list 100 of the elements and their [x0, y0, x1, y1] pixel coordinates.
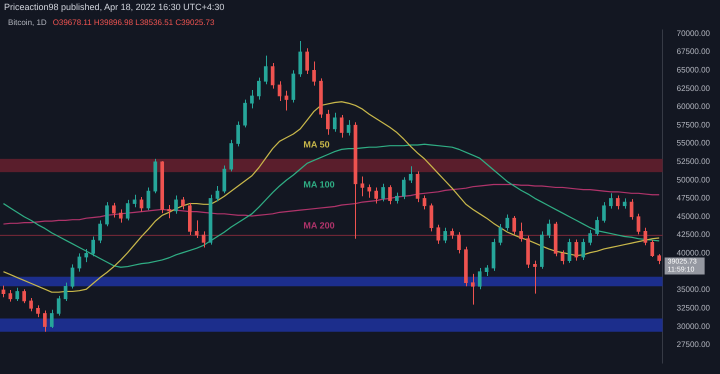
candlestick: [105, 202, 109, 227]
candlestick: [22, 288, 26, 304]
candlestick: [360, 176, 364, 197]
y-tick-label: 67500.00: [676, 47, 711, 56]
candlestick: [305, 48, 309, 74]
text: Priceaction98 published, Apr 18, 2022 16:30 UTC+4:30: [4, 2, 224, 12]
candlestick: [450, 228, 454, 240]
candlestick: [29, 298, 33, 312]
candlestick: [512, 216, 516, 235]
candlestick: [278, 80, 282, 102]
candlestick: [519, 222, 523, 242]
candlestick: [506, 214, 510, 232]
candlestick: [98, 220, 102, 244]
candlestick: [340, 114, 344, 138]
candlestick: [408, 166, 413, 184]
candlestick: [574, 238, 578, 262]
candlestick: [43, 310, 47, 332]
candlestick: [2, 285, 6, 298]
candlestick: [602, 202, 606, 224]
y-tick-label: 47500.00: [676, 194, 711, 203]
candlestick: [457, 232, 461, 254]
y-tick-label: 32500.00: [676, 303, 711, 312]
candlestick: [8, 289, 12, 302]
candlestick: [312, 60, 316, 86]
candlestick: [236, 121, 240, 147]
candlestick: [636, 213, 640, 235]
candlestick: [395, 192, 399, 204]
series-label: MA 100: [303, 180, 335, 190]
y-tick-label: 45000.00: [676, 212, 711, 221]
candlestick: [216, 185, 220, 202]
candlestick: [568, 238, 572, 264]
candlestick: [270, 62, 274, 90]
y-tick-label: 35000.00: [676, 285, 711, 294]
candlestick: [374, 186, 378, 204]
y-tick-label: 62500.00: [676, 84, 711, 93]
candlestick: [56, 295, 60, 316]
candlestick: [588, 229, 592, 246]
candlestick: [284, 90, 288, 112]
candlestick: [346, 120, 350, 136]
candlestick: [126, 199, 130, 221]
candlestick: [64, 282, 68, 302]
candlestick: [167, 204, 171, 219]
candlestick: [498, 224, 502, 246]
candlestick: [436, 224, 440, 244]
candlestick: [443, 227, 448, 244]
candlestick: [367, 184, 372, 198]
y-tick-label: 57500.00: [676, 120, 711, 130]
candlestick: [257, 77, 261, 100]
candlestick: [146, 186, 150, 211]
candlestick: [595, 216, 599, 236]
candlestick: [326, 109, 330, 136]
candlestick: [250, 90, 254, 109]
candlestick: [91, 236, 96, 257]
candlestick: [174, 195, 178, 214]
candlestick: [118, 208, 123, 224]
candlestick: [78, 252, 82, 272]
candlestick: [194, 220, 199, 238]
y-tick-label: 50000.00: [676, 175, 711, 184]
candlestick: [181, 196, 185, 210]
y-tick-label: 42500.00: [676, 230, 711, 240]
candlestick: [243, 99, 247, 128]
candlestick: [140, 196, 144, 212]
candlestick: [298, 40, 302, 78]
candlestick: [644, 227, 648, 246]
candlestick: [50, 309, 54, 329]
candlestick: [657, 254, 662, 265]
y-tick-label: 30000.00: [676, 322, 711, 331]
candlestick: [533, 260, 537, 294]
candlestick: [630, 198, 634, 220]
candlestick: [264, 55, 268, 85]
candlestick: [609, 192, 613, 210]
candlestick: [430, 203, 434, 232]
candlestick: [132, 194, 136, 208]
candlestick: [478, 268, 482, 290]
candlestick: [616, 195, 620, 210]
candlestick: [560, 250, 564, 265]
candlestick: [546, 219, 551, 238]
candlestick: [70, 264, 74, 290]
candlestick: [422, 195, 426, 210]
y-tick-label: 27500.00: [676, 340, 711, 350]
chart-title: Bitcoin, 1D: [8, 18, 47, 27]
candlestick: [581, 238, 586, 260]
candlestick: [36, 304, 40, 318]
candlestick: [222, 164, 226, 194]
candlestick: [381, 183, 385, 202]
candlestick: [15, 287, 20, 302]
candlestick: [112, 202, 116, 218]
candlestick: [388, 184, 392, 205]
candlestick: [402, 176, 406, 200]
y-tick-label: 70000.00: [676, 28, 711, 38]
y-tick-label: 60000.00: [676, 102, 711, 112]
series-label: MA 50: [303, 139, 330, 150]
candlestick: [202, 230, 206, 248]
candlestick: [332, 112, 337, 132]
candlestick: [650, 240, 654, 258]
series-label: MA 200: [303, 220, 335, 231]
chart-subtitle: O39678.11 H39896.98 L38536.51 C39025.73: [52, 18, 214, 27]
candlestick: [484, 264, 488, 277]
y-tick-label: 40000.00: [676, 248, 711, 258]
y-tick-label: 52500.00: [676, 157, 711, 166]
